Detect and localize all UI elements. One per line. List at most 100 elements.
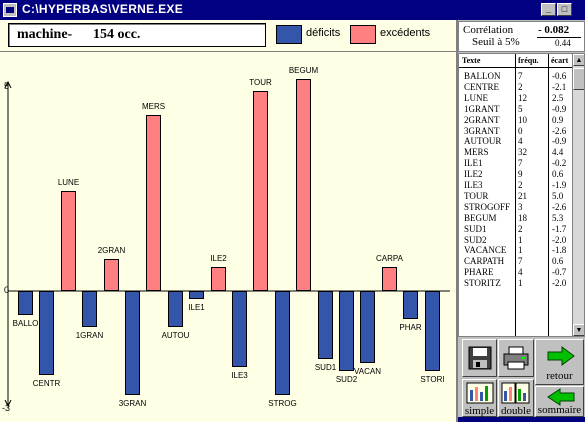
sommaire-label: sommaire — [537, 404, 582, 416]
table-row[interactable]: LUNE 12 2.5 — [459, 93, 572, 104]
bar-label: CARPA — [376, 254, 403, 263]
row-text: STORITZ — [464, 278, 501, 289]
bar-stori — [425, 291, 440, 371]
table-row[interactable]: STROGOFF 3 -2.6 — [459, 202, 572, 213]
row-ecart: -1.7 — [552, 223, 567, 234]
table-row[interactable]: TOUR 21 5.0 — [459, 191, 572, 202]
minimize-icon[interactable]: _ — [541, 3, 556, 16]
header-separator — [459, 67, 572, 68]
bar-label: LUNE — [57, 178, 80, 187]
table-row[interactable]: PHARE 4 -0.7 — [459, 267, 572, 278]
table-row[interactable]: ILE1 7 -0.2 — [459, 158, 572, 169]
table-row[interactable]: 3GRANT 0 -2.6 — [459, 126, 572, 137]
bar-label: ILE3 — [231, 371, 248, 380]
scroll-thumb[interactable] — [573, 68, 584, 90]
row-ecart: -0.7 — [552, 267, 567, 278]
save-disk-icon — [468, 346, 492, 370]
bar-2gran — [104, 259, 119, 291]
table-row[interactable]: AUTOUR 4 -0.9 — [459, 136, 572, 147]
retour-button[interactable]: retour — [535, 339, 584, 385]
row-freq: 2 — [518, 223, 523, 234]
row-freq: 7 — [518, 158, 523, 169]
bar-strog — [275, 291, 290, 395]
row-freq: 2 — [518, 81, 523, 92]
table-row[interactable]: 2GRANT 10 0.9 — [459, 115, 572, 126]
bar-label: SUD1 — [314, 363, 337, 372]
table-scrollbar[interactable]: ▲ ▼ — [572, 54, 584, 336]
bar-ile2 — [211, 267, 226, 291]
row-ecart: -2.0 — [552, 234, 567, 245]
row-freq: 10 — [518, 114, 527, 125]
row-ecart: 0.6 — [552, 169, 564, 180]
legend-excess-swatch — [350, 25, 376, 44]
table-row[interactable]: ILE2 9 0.6 — [459, 169, 572, 180]
row-text: TOUR — [464, 190, 489, 201]
table-row[interactable]: CARPATH 7 0.6 — [459, 256, 572, 267]
table-row[interactable]: ILE3 2 -1.9 — [459, 180, 572, 191]
table-row[interactable]: MERS 32 4.4 — [459, 147, 572, 158]
scroll-up-icon[interactable]: ▲ — [573, 54, 584, 66]
row-text: STROGOFF — [464, 201, 511, 212]
print-button[interactable] — [498, 339, 534, 377]
bar-ile1 — [189, 291, 204, 299]
row-freq: 4 — [518, 267, 523, 278]
bar-label: 2GRAN — [97, 246, 126, 255]
y-axis-arrow-up — [4, 80, 12, 89]
row-ecart: 0.9 — [552, 114, 564, 125]
bar-label: ILE2 — [210, 254, 227, 263]
row-text: LUNE — [464, 92, 488, 103]
y-axis-zero-label: 0 — [4, 285, 10, 295]
bar-tour — [253, 91, 268, 291]
row-text: BALLON — [464, 71, 501, 81]
correlation-box: Corrélation Seuil à 5% - 0.082 0.44 — [458, 21, 585, 52]
row-text: VACANCE — [464, 245, 507, 256]
row-ecart: -0.9 — [552, 103, 567, 114]
row-freq: 1 — [518, 278, 523, 289]
row-text: ILE2 — [464, 169, 483, 180]
row-freq: 2 — [518, 180, 523, 190]
bar-chart — [4, 80, 450, 408]
bar-label: BALLO — [12, 319, 39, 328]
title-bar: C:\HYPERBAS\VERNE.EXE _ □ — [0, 0, 585, 20]
row-text: BEGUM — [464, 212, 497, 223]
table-row[interactable]: BEGUM 18 5.3 — [459, 213, 572, 224]
restore-icon[interactable]: □ — [557, 3, 572, 16]
row-freq: 4 — [518, 136, 523, 147]
double-button[interactable]: double — [498, 379, 534, 417]
table-row[interactable]: VACANCE 1 -1.8 — [459, 245, 572, 256]
simple-button[interactable]: simple — [462, 379, 497, 417]
window-title: C:\HYPERBAS\VERNE.EXE — [22, 2, 183, 16]
double-chart-icon — [501, 382, 530, 404]
app-icon[interactable] — [3, 3, 17, 17]
scroll-down-icon[interactable]: ▼ — [573, 324, 584, 336]
threshold-value: 0.44 — [555, 38, 571, 48]
table-row[interactable]: BALLON 7 -0.6 — [459, 71, 572, 82]
table-row[interactable]: 1GRANT 5 -0.9 — [459, 104, 572, 115]
row-freq: 18 — [518, 212, 527, 223]
table-row[interactable]: SUD1 2 -1.7 — [459, 224, 572, 235]
machine-label: machine- — [17, 27, 73, 42]
bar-begum — [296, 79, 311, 291]
green-arrow-right-icon — [547, 346, 575, 366]
bar-label: MERS — [141, 102, 166, 111]
bar-phar — [403, 291, 418, 319]
retour-label: retour — [546, 370, 573, 382]
row-freq: 1 — [518, 234, 523, 245]
simple-chart-icon — [466, 382, 494, 404]
table-row[interactable]: SUD2 1 -2.0 — [459, 235, 572, 246]
bar-label: TOUR — [249, 78, 272, 87]
table-row[interactable]: CENTRE 2 -2.1 — [459, 82, 572, 93]
printer-icon — [503, 346, 529, 370]
row-freq: 21 — [518, 190, 527, 201]
sommaire-button[interactable]: sommaire — [535, 386, 584, 417]
bar-label: SUD2 — [335, 375, 358, 384]
bar-label: AUTOU — [161, 331, 190, 340]
chart-panel: machine- 154 occ. déficits excédents 5 0… — [0, 20, 458, 422]
y-axis-top-label: 5 — [4, 81, 10, 91]
row-ecart: -2.0 — [552, 278, 567, 289]
bar-label: ILE1 — [188, 303, 205, 312]
frequency-table[interactable]: Texte fréqu. écart BALLON 7 -0.6 CENTRE 2 -2.… — [458, 53, 585, 337]
save-button[interactable] — [462, 339, 497, 377]
table-row[interactable]: STORITZ 1 -2.0 — [459, 278, 572, 289]
row-ecart: 0.6 — [552, 256, 564, 267]
